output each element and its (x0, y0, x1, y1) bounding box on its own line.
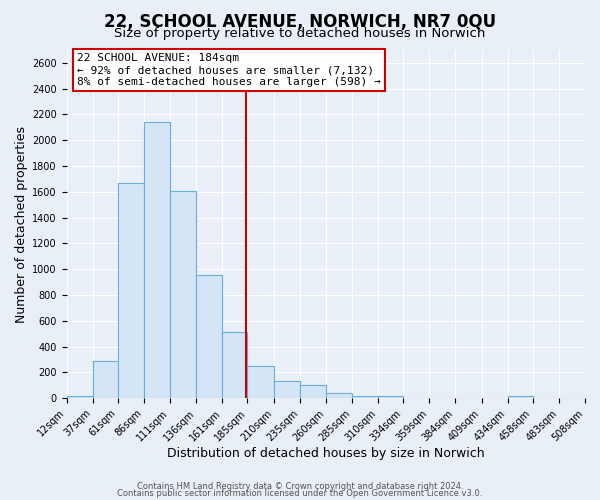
Y-axis label: Number of detached properties: Number of detached properties (15, 126, 28, 322)
Bar (247, 366, 274, 398)
Bar (378, 396, 403, 398)
X-axis label: Distribution of detached houses by size in Norwich: Distribution of detached houses by size … (167, 447, 485, 460)
Bar (196, 275, 223, 398)
Bar (93, 361, 118, 398)
Bar (352, 396, 378, 398)
Bar (223, 332, 247, 398)
Bar (274, 382, 299, 398)
Text: 22, SCHOOL AVENUE, NORWICH, NR7 0QU: 22, SCHOOL AVENUE, NORWICH, NR7 0QU (104, 12, 496, 30)
Text: Size of property relative to detached houses in Norwich: Size of property relative to detached ho… (115, 28, 485, 40)
Bar (118, 183, 144, 398)
Bar (170, 190, 196, 398)
Text: Contains public sector information licensed under the Open Government Licence v3: Contains public sector information licen… (118, 489, 482, 498)
Text: Contains HM Land Registry data © Crown copyright and database right 2024.: Contains HM Land Registry data © Crown c… (137, 482, 463, 491)
Bar (326, 393, 352, 398)
Bar (299, 386, 326, 398)
Bar (508, 396, 533, 398)
Text: 22 SCHOOL AVENUE: 184sqm
← 92% of detached houses are smaller (7,132)
8% of semi: 22 SCHOOL AVENUE: 184sqm ← 92% of detach… (77, 54, 381, 86)
Bar (67, 396, 93, 398)
Bar (144, 122, 170, 398)
